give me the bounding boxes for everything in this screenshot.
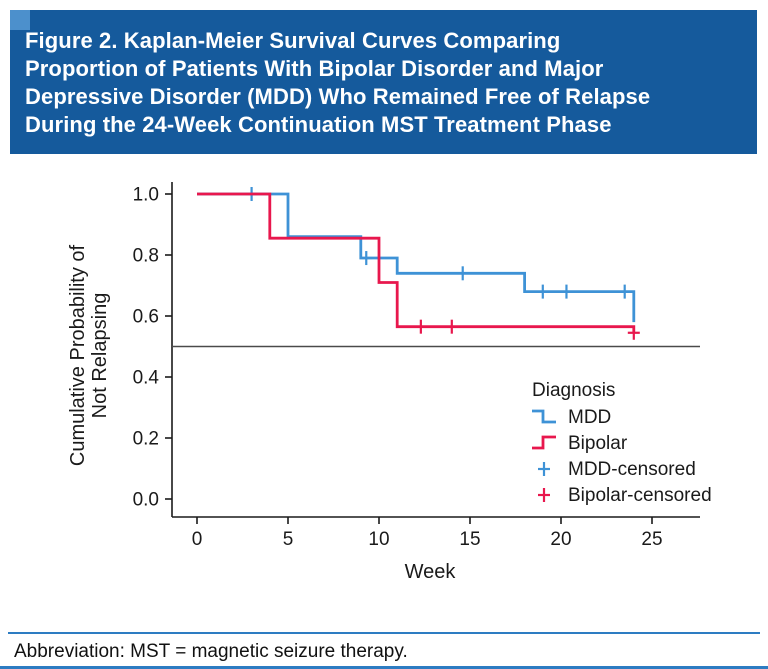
figure-footer: Abbreviation: MST = magnetic seizure the… [8, 632, 760, 663]
legend-label: Bipolar [568, 433, 628, 454]
legend-label: MDD [568, 407, 611, 428]
y-tick-label: 0.0 [133, 490, 159, 511]
y-tick-label: 0.6 [133, 307, 159, 328]
y-axis-label-line: Cumulative Probability of [67, 244, 89, 466]
legend-glyph-bipolar [532, 435, 556, 450]
footer-bottom-rule [0, 666, 768, 669]
y-axis-label-line: Not Relapsing [89, 293, 111, 419]
legend-label: MDD-censored [568, 459, 696, 480]
chart-area: 1.0 0.8 0.6 0.4 0.2 0.0 0 5 10 15 20 25 Week Cumulati… [0, 155, 768, 615]
x-tick-label: 15 [459, 529, 480, 550]
mdd-survival-curve [197, 192, 636, 323]
x-tick-label: 5 [283, 529, 294, 550]
y-tick-label: 0.2 [133, 429, 159, 450]
legend-label: Bipolar-censored [568, 485, 712, 506]
x-axis-label: Week [405, 561, 457, 583]
y-tick-label: 0.4 [133, 368, 160, 389]
figure-header: Figure 2. Kaplan-Meier Survival Curves C… [10, 10, 757, 154]
figure-title: Figure 2. Kaplan-Meier Survival Curves C… [25, 28, 651, 137]
abbreviation-note: Abbreviation: MST = magnetic seizure the… [14, 641, 408, 662]
kaplan-meier-chart: 1.0 0.8 0.6 0.4 0.2 0.0 0 5 10 15 20 25 Week Cumulati… [67, 182, 712, 583]
legend-title: Diagnosis [532, 380, 615, 401]
x-tick-label: 25 [641, 529, 662, 550]
x-tick-label: 20 [550, 529, 571, 550]
bipolar-survival-curve [197, 192, 636, 333]
y-tick-label: 0.8 [133, 246, 159, 267]
x-tick-label: 10 [368, 529, 389, 550]
header-corner-square [10, 10, 30, 30]
y-tick-label: 1.0 [133, 185, 159, 206]
x-tick-label: 0 [192, 529, 203, 550]
legend-glyph-mdd [532, 409, 556, 424]
y-axis-label: Cumulative Probability ofNot Relapsing [67, 244, 111, 466]
